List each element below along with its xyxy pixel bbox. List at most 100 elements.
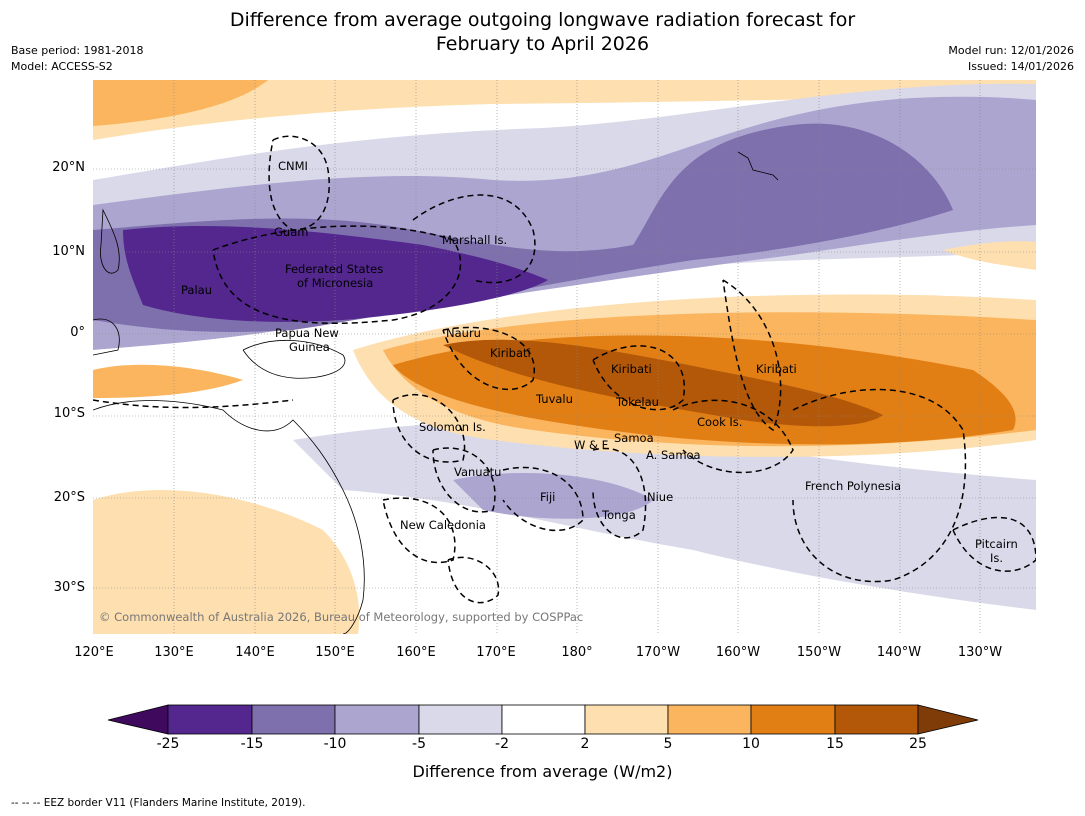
australia-tan-fill [93, 490, 360, 634]
lon-label: 130°E [154, 645, 194, 660]
colorbar-seg [418, 704, 503, 735]
colorbar [107, 704, 979, 735]
place-label: Federated States [285, 262, 384, 276]
place-label: French Polynesia [805, 479, 902, 493]
meta-left: Base period: 1981-2018 Model: ACCESS-S2 [11, 43, 143, 75]
eez-micronesia [212, 225, 462, 325]
strong-purple-core [123, 225, 548, 322]
colorbar-seg [584, 704, 669, 735]
place-label: Marshall Is. [442, 233, 508, 247]
map-title: Difference from average outgoing longwav… [0, 8, 1085, 56]
place-label: Pitcairn [975, 537, 1018, 551]
place-label: A. Samoa [646, 448, 701, 462]
place-label: CNMI [278, 159, 308, 173]
south-purple-patch [453, 472, 653, 519]
colorbar-seg [167, 704, 253, 735]
colorbar-tick: 5 [663, 736, 673, 752]
eez-french-polynesia [792, 388, 967, 583]
colorbar-tick: 10 [742, 736, 760, 752]
colorbar-title: Difference from average (W/m2) [412, 762, 673, 781]
eez-kiribati-east [722, 279, 782, 432]
lon-label: 170°W [635, 645, 681, 660]
place-label: Tonga [602, 508, 636, 522]
hawaii [737, 151, 779, 181]
colorbar-seg-high-arrow [917, 704, 979, 735]
eez-vanuatu [432, 447, 496, 513]
lon-label: 160°E [396, 645, 436, 660]
eez-fiji [502, 466, 584, 532]
new-guinea-coast [242, 339, 346, 379]
place-label: Tokelau [616, 395, 659, 409]
colorbar-tick: -10 [323, 736, 347, 752]
place-label: Fiji [540, 490, 556, 504]
lon-label: 130°W [957, 645, 1003, 660]
lat-label: 0° [70, 325, 85, 340]
colorbar-tick: -2 [495, 736, 509, 752]
place-label: New Caledonia [400, 518, 486, 532]
colorbar-tick: -15 [240, 736, 264, 752]
eez-south-loop [447, 556, 500, 604]
lon-label: 170°E [476, 645, 516, 660]
place-label: Nauru [446, 326, 481, 340]
colorbar-tick: 15 [826, 736, 844, 752]
lon-label: 180° [561, 645, 593, 660]
eez-cnmi [268, 135, 330, 231]
place-label: Kiribati [756, 362, 797, 376]
place-label: Tuvalu [536, 392, 573, 406]
colorbar-seg [834, 704, 919, 735]
colorbar-tick: -5 [412, 736, 426, 752]
lon-label: 140°E [235, 645, 275, 660]
colorbar-tick: 2 [580, 736, 590, 752]
eez-kiribati-central [592, 345, 686, 411]
lon-label: 150°E [315, 645, 355, 660]
place-label: Is. [990, 551, 1004, 565]
colorbar-seg [334, 704, 420, 735]
coastlines [93, 151, 779, 634]
place-label: Vanuatu [454, 465, 502, 479]
place-label: Niue [647, 490, 674, 504]
place-label: Cook Is. [697, 415, 743, 429]
lat-label: 10°N [52, 244, 85, 259]
eez-borders [93, 135, 1036, 604]
place-label: Papua New [275, 326, 339, 340]
equatorial-brown-core [443, 339, 883, 427]
lat-label: 30°S [53, 580, 85, 595]
model-run: Model run: 12/01/2026 [948, 44, 1074, 57]
philippines-coast [100, 208, 120, 274]
place-label: W & F [574, 438, 609, 452]
eez-new-caledonia [382, 497, 456, 564]
title-line-1: Difference from average outgoing longwav… [229, 9, 856, 31]
colorbar-seg [667, 704, 752, 735]
lon-label: 140°W [876, 645, 922, 660]
northwest-orange-patch [93, 80, 268, 126]
eez-tonga [592, 447, 647, 539]
south-light-purple [293, 421, 1036, 610]
lat-label: 20°N [52, 160, 85, 175]
colorbar-tick: -25 [156, 736, 180, 752]
place-label: Palau [181, 283, 212, 297]
model-name: Model: ACCESS-S2 [11, 60, 113, 73]
australia-coast [93, 400, 365, 634]
colorbar-tick: 25 [909, 736, 927, 752]
grid-lines [93, 80, 1036, 634]
issued-date: Issued: 14/01/2026 [967, 60, 1074, 73]
place-label: Guinea [289, 340, 330, 354]
place-label: of Micronesia [297, 276, 374, 290]
lat-label: 20°S [53, 490, 85, 505]
place-label: Kiribati [611, 362, 652, 376]
lon-label: 120°E [74, 645, 114, 660]
colorbar-seg [501, 704, 586, 735]
eez-solomon [392, 393, 466, 463]
lat-label: 10°S [53, 406, 85, 421]
eez-cook-islands [672, 399, 794, 474]
lon-label: 160°W [715, 645, 761, 660]
place-label: Kiribati [490, 346, 531, 360]
place-label: Samoa [614, 431, 654, 445]
colorbar-seg [251, 704, 336, 735]
west-orange-patch [93, 364, 243, 398]
eez-footnote: -- -- -- EEZ border V11 (Flanders Marine… [11, 797, 306, 809]
borneo-coast [93, 318, 120, 356]
place-label: Solomon Is. [419, 420, 486, 434]
lon-label: 150°W [796, 645, 842, 660]
colorbar-seg [750, 704, 836, 735]
